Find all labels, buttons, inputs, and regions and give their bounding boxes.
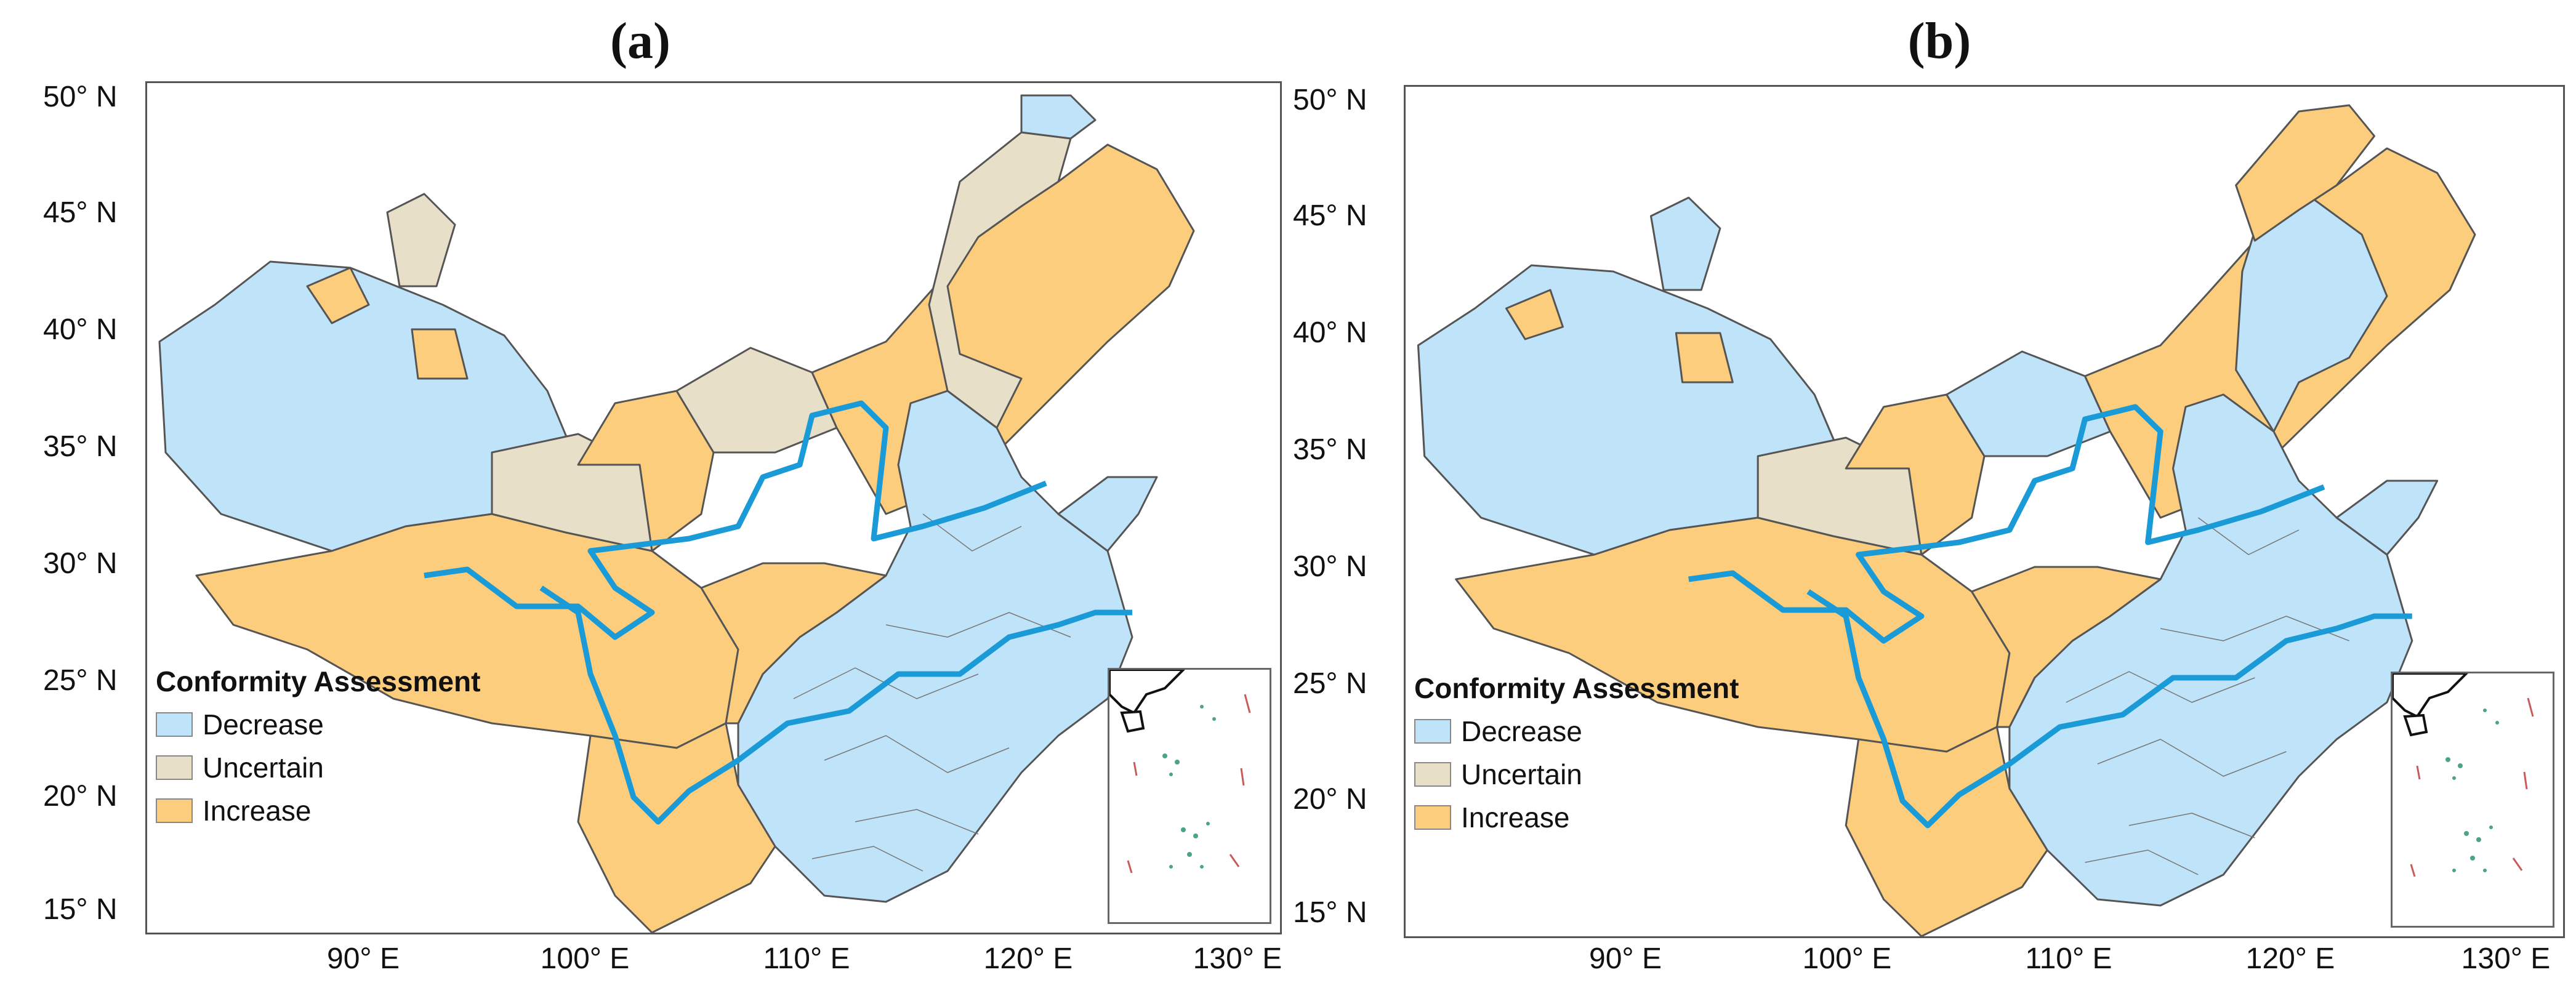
map-panel-b: (b) 50° N 45° N 40° N 35° N 30° N 25° N … — [1293, 0, 2576, 1004]
lat-label: 35° N — [43, 430, 118, 463]
lat-label: 25° N — [43, 664, 118, 697]
yangtze-river — [1806, 589, 2412, 829]
lat-label: 30° N — [1293, 550, 1367, 583]
swatch-increase — [156, 798, 193, 823]
map-frame: Conformity Assessment Decrease Uncertain… — [1404, 85, 2565, 938]
legend-label: Increase — [203, 795, 312, 827]
lon-label: 130° E — [1193, 942, 1282, 975]
region-heilongjiang-north — [1020, 94, 1097, 140]
legend-label: Uncertain — [1461, 758, 1582, 790]
legend-label: Decrease — [203, 709, 324, 741]
lat-label: 15° N — [43, 893, 118, 926]
legend-label: Decrease — [1461, 715, 1582, 747]
lon-label: 100° E — [1802, 942, 1892, 975]
legend-title: Conformity Assessment — [1414, 672, 1739, 704]
legend-item-decrease: Decrease — [156, 703, 480, 746]
region-hami — [411, 328, 469, 380]
region-heilongjiang-north — [2235, 104, 2376, 242]
lon-label: 90° E — [327, 942, 400, 975]
legend-item-uncertain: Uncertain — [156, 746, 480, 789]
region-sichuan — [700, 562, 887, 725]
lon-label: 100° E — [540, 942, 630, 975]
region-altay — [1649, 196, 1721, 291]
south-china-sea-inset — [2391, 672, 2554, 928]
region-gansu — [577, 390, 715, 552]
region-tacheng — [1505, 289, 1564, 340]
lat-label: 20° N — [43, 780, 118, 813]
inset-map — [1109, 670, 1251, 873]
lat-label: 30° N — [43, 547, 118, 580]
inset-map — [2393, 673, 2534, 877]
lon-label: 90° E — [1589, 942, 1662, 975]
legend-label: Uncertain — [203, 752, 324, 784]
map-panel-a: (a) 50° N 45° N 40° N 35° N 30° N 25° N … — [0, 0, 1282, 1004]
legend-label: Increase — [1461, 801, 1570, 833]
yangtze-river — [539, 585, 1132, 825]
legend-item-increase: Increase — [156, 789, 480, 832]
legend-title: Conformity Assessment — [156, 665, 481, 697]
region-northeast — [2235, 196, 2388, 433]
yellow-river — [424, 400, 1047, 640]
lon-label: 120° E — [2245, 942, 2335, 975]
region-xinjiang — [158, 260, 579, 552]
region-shandong — [1057, 476, 1158, 552]
legend: Conformity Assessment Decrease Uncertain… — [1414, 672, 1739, 839]
lat-label: 45° N — [1293, 199, 1367, 232]
panel-title: (b) — [1907, 12, 1971, 70]
swatch-decrease — [156, 712, 193, 737]
region-shandong — [2335, 480, 2439, 556]
map-frame: Conformity Assessment Decrease Uncertain… — [145, 81, 1282, 934]
swatch-uncertain — [156, 755, 193, 780]
legend-item-uncertain: Uncertain — [1414, 753, 1739, 796]
region-hami — [1675, 332, 1734, 384]
lon-label: 120° E — [983, 942, 1073, 975]
lon-label: 110° E — [763, 942, 850, 975]
lat-label: 50° N — [1293, 84, 1367, 116]
region-altay — [386, 193, 456, 287]
lat-label: 50° N — [43, 81, 118, 113]
lat-label: 40° N — [1293, 316, 1367, 349]
lat-label: 45° N — [43, 196, 118, 229]
lat-label: 25° N — [1293, 667, 1367, 700]
legend-item-decrease: Decrease — [1414, 710, 1739, 753]
china-map — [1417, 104, 2495, 936]
swatch-uncertain — [1414, 762, 1451, 787]
lat-label: 40° N — [43, 313, 118, 346]
swatch-decrease — [1414, 719, 1451, 744]
lat-label: 15° N — [1293, 896, 1367, 929]
lon-label: 130° E — [2461, 942, 2551, 975]
lon-label: 110° E — [2025, 942, 2112, 975]
region-sichuan — [1971, 566, 2162, 728]
legend-item-increase: Increase — [1414, 796, 1739, 839]
yellow-river — [1688, 404, 2325, 644]
lat-label: 35° N — [1293, 433, 1367, 466]
china-map — [158, 94, 1214, 933]
lat-label: 20° N — [1293, 783, 1367, 816]
south-china-sea-inset — [1108, 668, 1271, 924]
region-tacheng — [306, 267, 370, 324]
region-gansu — [1845, 393, 1986, 556]
panel-title: (a) — [610, 12, 670, 70]
legend: Conformity Assessment Decrease Uncertain… — [156, 665, 480, 832]
swatch-increase — [1414, 805, 1451, 830]
